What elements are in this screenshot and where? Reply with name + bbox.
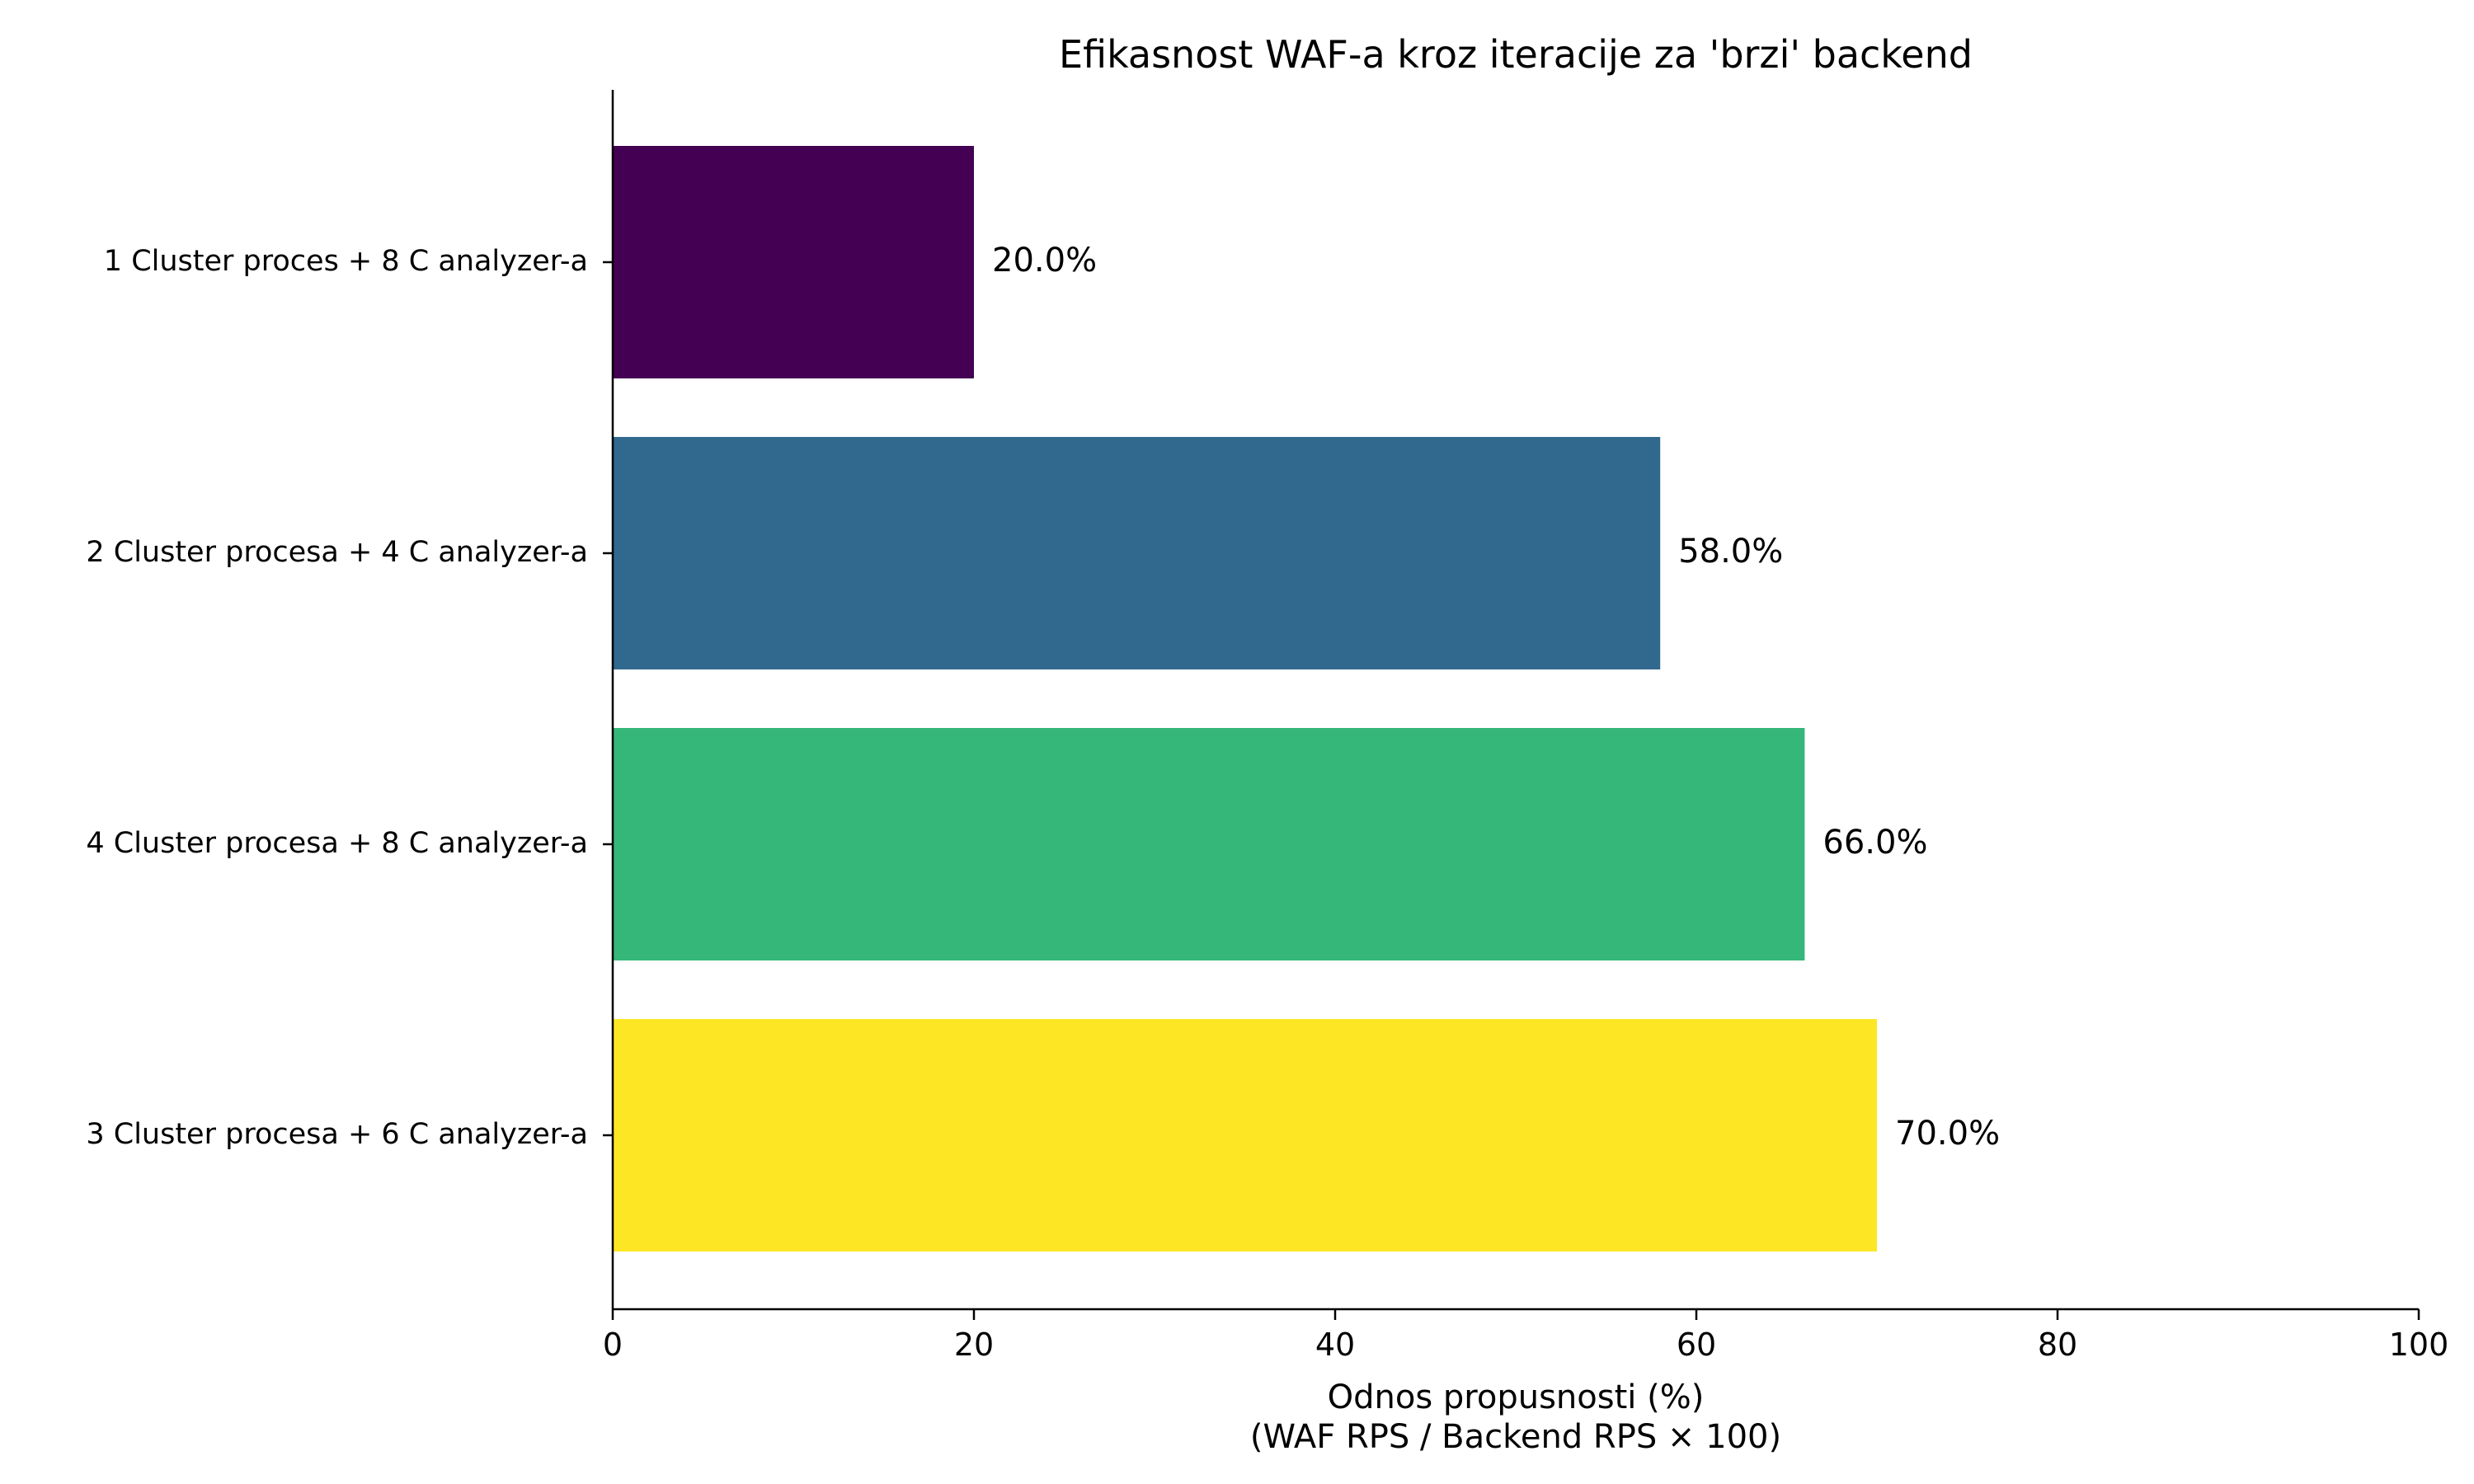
bar-3 xyxy=(613,728,1805,960)
x-tick-label-40: 40 xyxy=(1315,1327,1355,1363)
category-label-2: 2 Cluster procesa + 4 C analyzer-a xyxy=(86,536,588,569)
x-axis-label-line2: (WAF RPS / Backend RPS × 100) xyxy=(1250,1418,1781,1456)
value-label-2: 58.0% xyxy=(1678,533,1783,571)
bars-layer xyxy=(613,146,1877,1252)
category-label-1: 1 Cluster proces + 8 C analyzer-a xyxy=(104,245,588,278)
x-tick-label-100: 100 xyxy=(2389,1327,2449,1363)
bar-4 xyxy=(613,1019,1877,1252)
x-tick-label-80: 80 xyxy=(2038,1327,2077,1363)
category-label-4: 3 Cluster procesa + 6 C analyzer-a xyxy=(86,1118,588,1151)
x-ticks-layer: 0 20 40 60 80 100 xyxy=(603,1309,2448,1363)
x-axis-label-line1: Odnos propusnosti (%) xyxy=(1328,1378,1705,1416)
x-tick-label-20: 20 xyxy=(954,1327,994,1363)
value-label-1: 20.0% xyxy=(992,242,1097,279)
chart-title: Efikasnost WAF-a kroz iteracije za 'brzi… xyxy=(1059,32,1973,77)
category-label-3: 4 Cluster procesa + 8 C analyzer-a xyxy=(86,827,588,860)
x-tick-label-60: 60 xyxy=(1677,1327,1716,1363)
value-label-3: 66.0% xyxy=(1823,824,1927,862)
bar-2 xyxy=(613,437,1661,669)
x-tick-label-0: 0 xyxy=(603,1327,623,1363)
labels-layer: 1 Cluster proces + 8 C analyzer-a 20.0% 2 … xyxy=(86,242,2000,1153)
bar-1 xyxy=(613,146,974,378)
value-label-4: 70.0% xyxy=(1895,1115,2000,1153)
axes-layer xyxy=(611,90,2419,1311)
